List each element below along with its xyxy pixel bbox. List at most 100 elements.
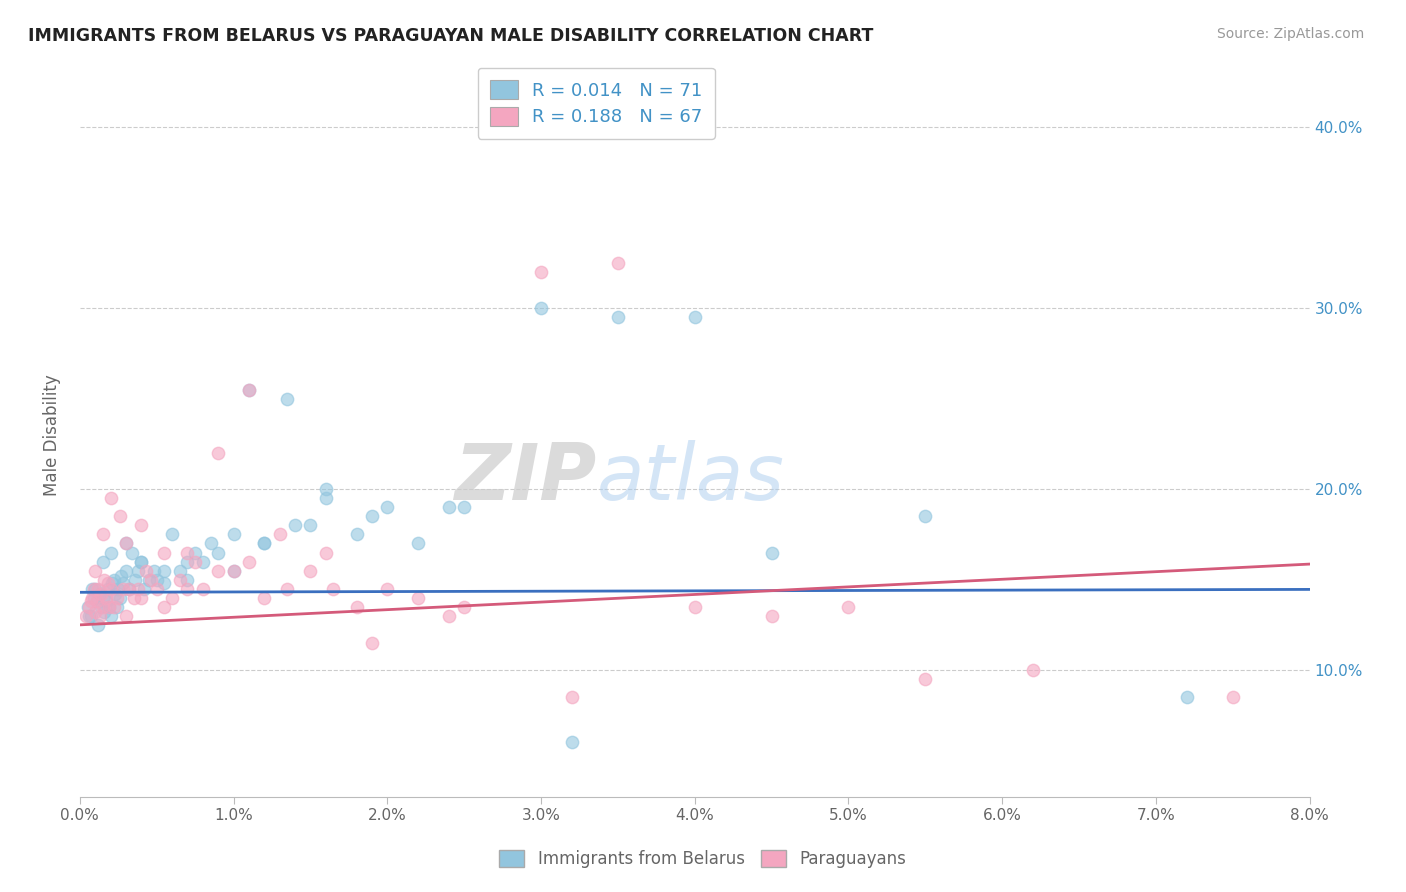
Point: [105, 599, 128, 614]
Point: [914, 509, 936, 524]
Point: [131, 518, 153, 533]
Point: [683, 310, 706, 325]
Point: [346, 527, 368, 541]
Point: [127, 564, 149, 578]
Point: [86, 594, 108, 608]
Point: [118, 582, 141, 596]
Text: atlas: atlas: [596, 441, 785, 516]
Legend: Immigrants from Belarus, Paraguayans: Immigrants from Belarus, Paraguayans: [492, 843, 914, 875]
Point: [108, 591, 131, 605]
Point: [375, 582, 398, 596]
Point: [142, 564, 165, 578]
Point: [406, 591, 429, 605]
Text: ZIP: ZIP: [454, 441, 596, 516]
Point: [93, 573, 115, 587]
Point: [87, 582, 110, 596]
Point: [83, 591, 105, 605]
Point: [1022, 663, 1045, 677]
Point: [118, 582, 141, 596]
Point: [111, 582, 134, 596]
Point: [1222, 690, 1244, 705]
Point: [561, 735, 583, 749]
Point: [200, 536, 222, 550]
Point: [315, 482, 337, 496]
Y-axis label: Male Disability: Male Disability: [44, 374, 60, 496]
Point: [82, 582, 104, 596]
Point: [91, 591, 114, 605]
Point: [253, 591, 276, 605]
Point: [530, 265, 553, 279]
Point: [606, 310, 628, 325]
Point: [131, 591, 153, 605]
Point: [124, 573, 146, 587]
Point: [453, 500, 475, 515]
Point: [346, 599, 368, 614]
Point: [86, 594, 108, 608]
Point: [191, 555, 214, 569]
Point: [77, 599, 100, 614]
Point: [104, 587, 127, 601]
Point: [299, 518, 322, 533]
Point: [153, 599, 176, 614]
Point: [322, 582, 344, 596]
Point: [91, 555, 114, 569]
Point: [153, 564, 176, 578]
Point: [89, 608, 111, 623]
Point: [1175, 690, 1198, 705]
Point: [79, 608, 101, 623]
Point: [253, 536, 276, 550]
Point: [437, 500, 460, 515]
Point: [222, 564, 245, 578]
Point: [135, 564, 157, 578]
Point: [127, 582, 149, 596]
Point: [169, 573, 191, 587]
Point: [299, 564, 322, 578]
Point: [100, 608, 122, 623]
Point: [145, 573, 167, 587]
Point: [98, 599, 121, 614]
Point: [276, 392, 298, 406]
Point: [115, 608, 138, 623]
Point: [75, 608, 97, 623]
Point: [94, 594, 117, 608]
Point: [153, 545, 176, 559]
Point: [207, 446, 229, 460]
Point: [103, 573, 125, 587]
Point: [207, 545, 229, 559]
Point: [837, 599, 859, 614]
Point: [160, 591, 183, 605]
Point: [90, 599, 112, 614]
Point: [761, 545, 783, 559]
Point: [222, 564, 245, 578]
Point: [761, 608, 783, 623]
Point: [90, 587, 112, 601]
Point: [406, 536, 429, 550]
Point: [131, 555, 153, 569]
Point: [96, 582, 118, 596]
Point: [121, 545, 143, 559]
Point: [110, 569, 132, 583]
Point: [100, 491, 122, 506]
Point: [138, 573, 160, 587]
Point: [606, 256, 628, 270]
Point: [98, 599, 121, 614]
Point: [276, 582, 298, 596]
Point: [79, 594, 101, 608]
Point: [269, 527, 291, 541]
Point: [84, 564, 107, 578]
Point: [111, 576, 134, 591]
Point: [191, 582, 214, 596]
Point: [91, 599, 114, 614]
Point: [108, 509, 131, 524]
Point: [914, 672, 936, 686]
Point: [207, 564, 229, 578]
Point: [84, 605, 107, 619]
Point: [100, 545, 122, 559]
Point: [315, 545, 337, 559]
Point: [115, 564, 138, 578]
Point: [453, 599, 475, 614]
Point: [122, 591, 145, 605]
Point: [153, 576, 176, 591]
Point: [238, 383, 260, 397]
Legend: R = 0.014   N = 71, R = 0.188   N = 67: R = 0.014 N = 71, R = 0.188 N = 67: [478, 68, 714, 139]
